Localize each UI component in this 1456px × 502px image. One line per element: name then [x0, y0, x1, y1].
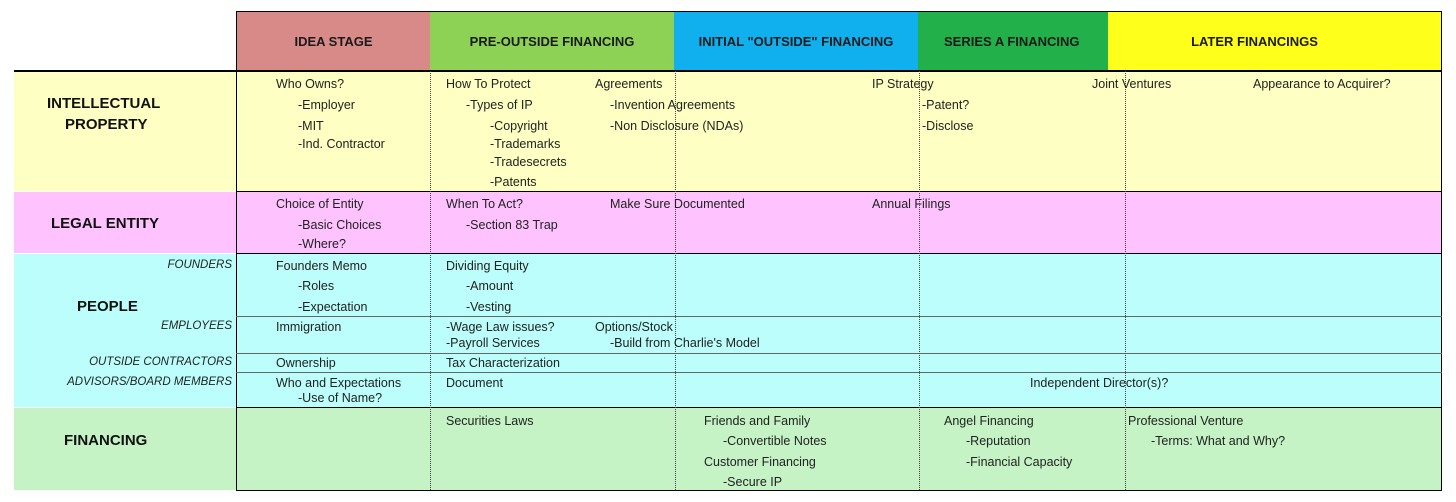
cell-text: -Non Disclosure (NDAs)	[610, 119, 744, 133]
cell-text: Professional Venture	[1128, 414, 1244, 428]
cell-text: Document	[446, 376, 503, 390]
header-initial-outside-financing: INITIAL "OUTSIDE" FINANCING	[674, 12, 918, 70]
column-divider	[919, 71, 920, 490]
grid-line-bottom	[236, 490, 1442, 491]
cell-text: -Patents	[490, 175, 537, 189]
header-label: INITIAL "OUTSIDE" FINANCING	[698, 33, 894, 49]
cell-text: Angel Financing	[944, 414, 1034, 428]
cell-text: -Reputation	[966, 434, 1031, 448]
cell-text: Founders Memo	[276, 259, 368, 273]
cell-text: -Terms: What and Why?	[1151, 434, 1286, 448]
cell-text: -Secure IP	[723, 475, 783, 489]
cell-text: -Section 83 Trap	[466, 218, 558, 232]
column-divider	[675, 71, 676, 490]
cell-text: -Employer	[298, 98, 355, 112]
cell-text: Securities Laws	[446, 414, 534, 428]
subrow-line-founders	[236, 316, 1442, 317]
cell-text: -Where?	[298, 237, 346, 251]
row-label-line: INTELLECTUAL	[47, 95, 161, 112]
cell-text: -Expectation	[298, 300, 368, 314]
cell-text: Tax Characterization	[446, 356, 560, 370]
cell-text: -Disclose	[922, 119, 974, 133]
row-label-intellectual-property: INTELLECTUAL PROPERTY	[47, 93, 160, 135]
cell-text: Options/Stock	[595, 320, 673, 334]
row-label-legal-entity: LEGAL ENTITY	[51, 215, 160, 232]
row-band-people	[14, 254, 1442, 407]
cell-text: -Amount	[466, 279, 514, 293]
sublabel-employees: EMPLOYEES	[161, 320, 232, 332]
cell-text: -Patent?	[922, 98, 970, 112]
cell-text: How To Protect	[446, 77, 531, 91]
row-label-people: PEOPLE	[77, 298, 138, 315]
sublabel-founders: FOUNDERS	[167, 259, 232, 271]
row-label-line: PROPERTY	[65, 116, 148, 133]
cell-text: Immigration	[276, 320, 342, 334]
cell-text: -Payroll Services	[446, 336, 540, 350]
cell-text: Dividing Equity	[446, 259, 529, 273]
row-label-financing: FINANCING	[64, 432, 148, 449]
cell-text: Agreements	[595, 77, 663, 91]
cell-text: -Use of Name?	[298, 391, 383, 405]
grid-line-top	[236, 11, 1441, 12]
cell-text: Make Sure Documented	[610, 197, 745, 211]
header-series-a-financing: SERIES A FINANCING	[918, 12, 1108, 70]
header-idea-stage: IDEA STAGE	[237, 12, 430, 70]
subrow-line-contractors	[236, 372, 1442, 373]
cell-text: Customer Financing	[704, 455, 816, 469]
header-pre-outside-financing: PRE-OUTSIDE FINANCING	[430, 12, 674, 70]
header-label: IDEA STAGE	[294, 33, 373, 49]
cell-text: IP Strategy	[872, 77, 934, 91]
cell-text: -Build from Charlie's Model	[610, 336, 760, 350]
header-label: LATER FINANCINGS	[1191, 33, 1318, 49]
cell-text: When To Act?	[446, 197, 523, 211]
cell-text: Ownership	[276, 356, 336, 370]
grid-line-right	[1441, 11, 1442, 491]
cell-text: Appearance to Acquirer?	[1253, 77, 1391, 91]
cell-text: -Ind. Contractor	[298, 137, 385, 151]
row-band-legal	[14, 192, 1442, 253]
cell-text: -Invention Agreements	[610, 98, 736, 112]
cell-text: Joint Ventures	[1092, 77, 1172, 91]
cell-text: Independent Director(s)?	[1030, 376, 1169, 390]
header-label: SERIES A FINANCING	[944, 33, 1080, 49]
cell-text: -MIT	[298, 119, 324, 133]
row-band-ip	[14, 71, 1442, 191]
grid-line-legal-bottom	[236, 253, 1442, 254]
row-band-financing	[14, 408, 1442, 490]
sublabel-outside-contractors: OUTSIDE CONTRACTORS	[89, 356, 232, 368]
cell-text: -Wage Law issues?	[446, 320, 555, 334]
cell-text: -Tradesecrets	[490, 155, 567, 169]
cell-text: -Roles	[298, 279, 335, 293]
cell-text: Choice of Entity	[276, 197, 364, 211]
cell-text: Who Owns?	[276, 77, 345, 91]
header-label: PRE-OUTSIDE FINANCING	[469, 33, 635, 49]
grid-line-ip-bottom	[236, 191, 1442, 192]
column-divider	[1125, 71, 1126, 490]
cell-text: -Financial Capacity	[966, 455, 1073, 469]
cell-text: -Vesting	[466, 300, 512, 314]
cell-text: -Basic Choices	[298, 218, 382, 232]
cell-text: -Convertible Notes	[723, 434, 827, 448]
header-later-financings: LATER FINANCINGS	[1108, 12, 1441, 70]
cell-text: Friends and Family	[704, 414, 811, 428]
cell-text: -Types of IP	[466, 98, 533, 112]
subrow-line-employees	[236, 353, 1442, 354]
column-divider	[430, 71, 431, 490]
grid-line-people-bottom	[236, 407, 1442, 408]
sublabel-advisors-board-members: ADVISORS/BOARD MEMBERS	[67, 376, 232, 388]
grid-line-left	[236, 11, 237, 491]
cell-text: -Trademarks	[490, 137, 561, 151]
cell-text: Who and Expectations	[276, 376, 402, 390]
cell-text: Annual Filings	[872, 197, 951, 211]
grid-line-header-bottom	[14, 70, 1442, 72]
cell-text: -Copyright	[490, 119, 548, 133]
